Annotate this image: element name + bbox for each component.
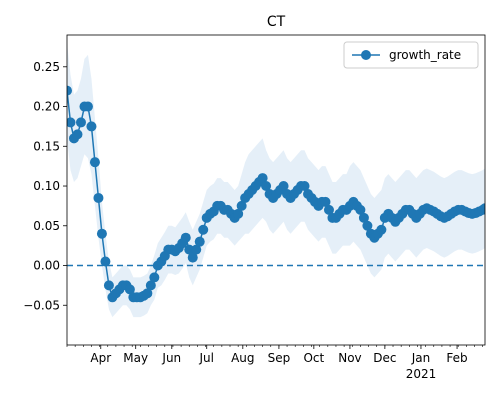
data-point xyxy=(278,181,289,192)
axes: −0.05 0.00 0.05 0.10 0.15 0.20 0.25 Apr May Jun Ju… xyxy=(23,34,486,381)
x-tick-label: Sep xyxy=(268,351,291,365)
x-tick-label: Jun xyxy=(161,351,181,365)
x-tick-label: Aug xyxy=(231,351,254,365)
data-point xyxy=(100,256,111,267)
data-point xyxy=(191,244,202,255)
data-point xyxy=(194,236,205,247)
data-point xyxy=(75,117,86,128)
data-point xyxy=(480,203,485,214)
y-tick-label: −0.05 xyxy=(23,298,60,312)
y-tick-label: 0.10 xyxy=(33,179,60,193)
y-tick-label: 0.20 xyxy=(33,100,60,114)
legend-box xyxy=(343,41,479,69)
y-tick-label: 0.15 xyxy=(33,139,60,153)
data-point xyxy=(198,224,209,235)
data-point xyxy=(124,284,135,295)
x-tick-label: Dec xyxy=(373,351,396,365)
x-tick-label: Apr xyxy=(90,351,111,365)
data-point xyxy=(362,220,373,231)
data-point xyxy=(72,129,83,140)
data-point xyxy=(82,101,93,112)
data-point xyxy=(149,272,160,283)
y-tick-label: 0.05 xyxy=(33,219,60,233)
x-tick-label: Nov xyxy=(338,351,361,365)
legend-label: growth_rate xyxy=(389,48,461,62)
y-tick-label: 0.00 xyxy=(33,259,60,273)
data-point xyxy=(320,196,331,207)
x-tick-label: Oct xyxy=(303,351,324,365)
data-point xyxy=(86,121,97,132)
data-point xyxy=(187,252,198,263)
x-tick-label: Jan xyxy=(411,351,431,365)
data-point xyxy=(96,228,107,239)
plot-clipped-group xyxy=(67,42,485,318)
data-point xyxy=(180,232,191,243)
data-point xyxy=(89,157,100,168)
data-point xyxy=(261,181,272,192)
data-point xyxy=(257,173,268,184)
legend: growth_rate xyxy=(343,41,479,69)
data-point xyxy=(233,208,244,219)
data-point xyxy=(67,85,72,96)
data-point xyxy=(103,280,114,291)
legend-marker xyxy=(361,50,371,60)
data-point xyxy=(323,204,334,215)
data-point xyxy=(93,192,104,203)
data-point xyxy=(145,280,156,291)
data-point xyxy=(67,117,76,128)
y-tick-label: 0.25 xyxy=(33,60,60,74)
x-year-label: 2021 xyxy=(406,367,437,381)
data-point xyxy=(184,244,195,255)
axes-frame xyxy=(66,34,486,346)
data-point xyxy=(355,204,366,215)
data-point xyxy=(142,288,153,299)
data-point xyxy=(299,181,310,192)
data-point xyxy=(358,212,369,223)
x-tick-label: Feb xyxy=(446,351,467,365)
data-point xyxy=(236,200,247,211)
x-tick-label: May xyxy=(123,351,148,365)
data-point xyxy=(376,224,387,235)
confidence-band xyxy=(67,42,485,318)
chart-title: CT xyxy=(267,14,286,30)
x-tick-label: Jul xyxy=(198,351,213,365)
plot-area xyxy=(67,42,485,318)
